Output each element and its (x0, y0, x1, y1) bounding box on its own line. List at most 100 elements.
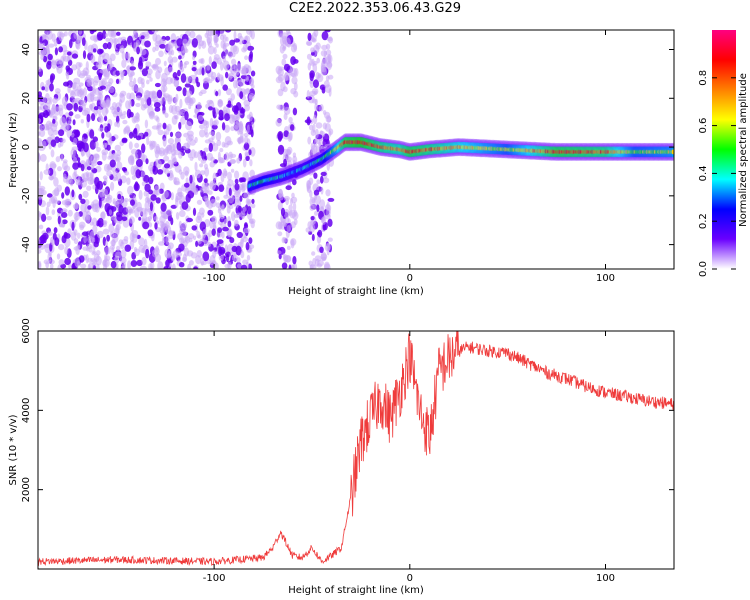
noise-dot (108, 64, 113, 71)
noise-dot (181, 256, 187, 262)
noise-dot (148, 222, 153, 228)
noise-dot (178, 243, 185, 252)
noise-dot (231, 105, 239, 113)
noise-dot (105, 37, 110, 42)
noise-dot (170, 253, 176, 262)
noise-dot (116, 245, 121, 252)
noise-dot (189, 156, 194, 161)
noise-dot (129, 73, 133, 82)
noise-dot (198, 91, 203, 97)
noise-dot (87, 205, 92, 210)
noise-dot (38, 249, 42, 254)
noise-dot (90, 165, 95, 170)
noise-dot (140, 170, 146, 177)
noise-dot (231, 64, 236, 70)
noise-dot (234, 183, 240, 191)
noise-dot (143, 174, 150, 184)
noise-dot (77, 232, 81, 239)
noise-dot (64, 198, 70, 208)
noise-dot (167, 66, 174, 73)
noise-dot (156, 116, 160, 123)
noise-dot (77, 175, 81, 186)
noise-dot (124, 170, 130, 176)
noise-dot (224, 124, 230, 133)
noise-dot (120, 249, 127, 259)
noise-dot (101, 197, 107, 203)
noise-dot (217, 89, 222, 97)
noise-dot (63, 233, 71, 239)
noise-dot (60, 212, 68, 218)
noise-dot (38, 112, 46, 118)
noise-dot (237, 205, 242, 213)
noise-dot (56, 65, 63, 74)
noise-dot (93, 48, 97, 53)
noise-dot (98, 115, 104, 123)
noise-dot (144, 131, 149, 137)
noise-dot (63, 81, 70, 87)
noise-dot (199, 129, 206, 138)
noise-dot (81, 231, 89, 236)
noise-dot (73, 97, 81, 103)
noise-dot (69, 178, 74, 187)
noise-dot (72, 203, 80, 210)
noise-dot (185, 236, 191, 244)
noise-dot (68, 111, 74, 117)
noise-dot (163, 94, 168, 102)
noise-dot (311, 38, 317, 43)
noise-dot (93, 106, 99, 111)
y-tick-label: 2000 (21, 477, 32, 502)
noise-dot (82, 211, 89, 221)
noise-dot (71, 82, 77, 90)
noise-dot (133, 30, 137, 35)
noise-dot (237, 137, 242, 145)
noise-dot (96, 180, 104, 190)
noise-dot (185, 76, 191, 84)
noise-dot (112, 201, 120, 205)
noise-dot (71, 189, 75, 198)
noise-dot (201, 67, 205, 76)
noise-dot (320, 175, 324, 184)
noise-dot (202, 120, 209, 126)
colorbar-tick-label: 0.0 (698, 261, 709, 277)
noise-dot (320, 171, 327, 177)
noise-dot (111, 102, 117, 110)
noise-dot (305, 227, 312, 233)
noise-dot (208, 229, 213, 238)
noise-dot (177, 69, 181, 77)
noise-dot (290, 238, 297, 246)
noise-dot (38, 152, 41, 162)
noise-dot (121, 59, 127, 68)
noise-dot (85, 171, 89, 178)
noise-dot (49, 263, 54, 269)
noise-dot (141, 68, 148, 77)
noise-dot (129, 66, 136, 71)
colorbar-tick-label: 0.8 (698, 70, 709, 86)
noise-dot (100, 211, 106, 220)
noise-dot (211, 228, 216, 236)
noise-dot (228, 50, 233, 59)
noise-dot (196, 230, 201, 239)
noise-dot (40, 153, 47, 162)
noise-dot (171, 263, 176, 269)
noise-dot (187, 263, 191, 269)
noise-dot (309, 204, 315, 211)
noise-dot (184, 96, 191, 104)
noise-dot (244, 222, 248, 227)
noise-dot (170, 192, 174, 201)
noise-dot (325, 207, 331, 217)
noise-dot (52, 118, 56, 125)
noise-dot (38, 224, 44, 230)
noise-dot (148, 263, 153, 269)
noise-dot (207, 45, 215, 55)
colorbar-tick-label: 0.4 (698, 165, 709, 181)
noise-dot (218, 109, 224, 117)
noise-dot (311, 98, 317, 104)
noise-dot (90, 154, 98, 164)
noise-dot (283, 72, 289, 82)
noise-dot (180, 73, 187, 83)
noise-dot (190, 149, 196, 159)
noise-dot (243, 136, 249, 144)
noise-dot (238, 177, 244, 183)
noise-dot (227, 220, 232, 228)
noise-dot (209, 198, 217, 208)
